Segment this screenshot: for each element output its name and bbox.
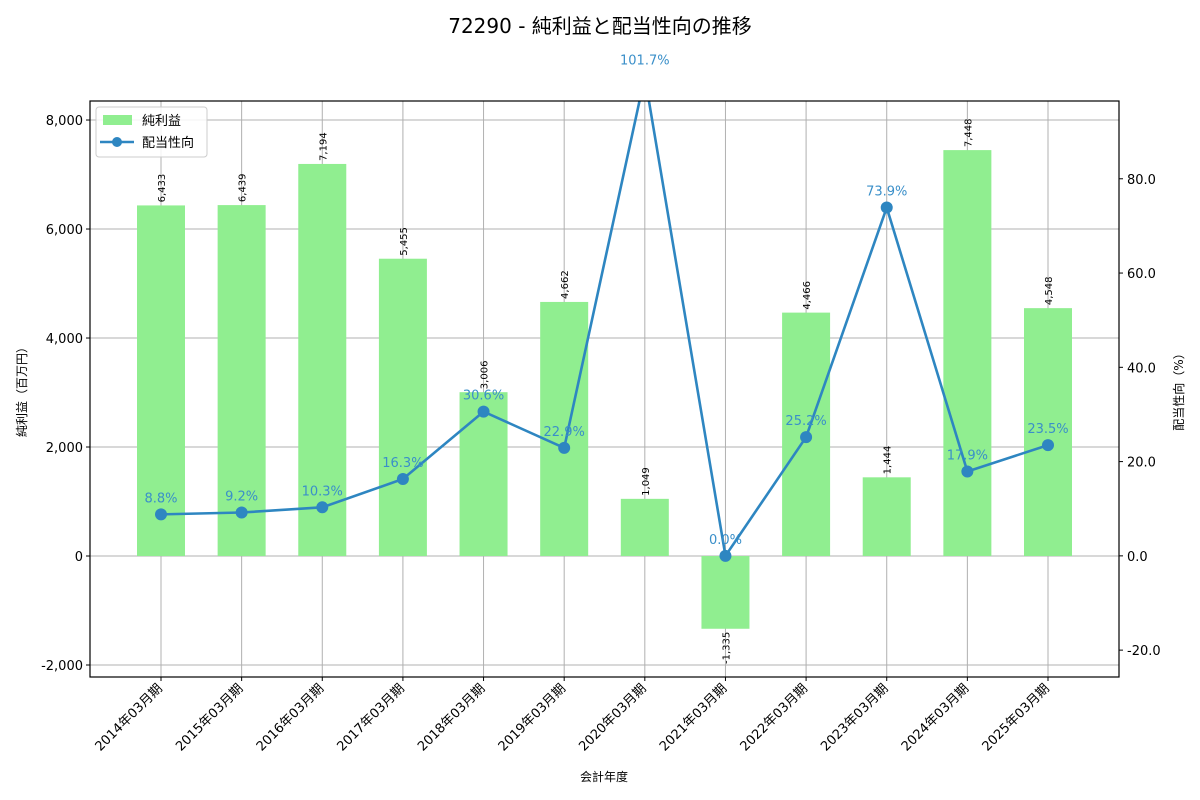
- payout-ratio-line: [160, 101, 1049, 560]
- payout-ratio-marker: [1042, 439, 1054, 452]
- bar-value-label: 6,433: [157, 174, 168, 203]
- payout-ratio-marker: [639, 70, 651, 82]
- x-axis: 2014年03月期 2015年03月期 2016年03月期 2017年03月期 2018…: [93, 677, 1053, 755]
- x-tick-label: 2022年03月期: [738, 681, 811, 754]
- legend-label-payout-ratio: 配当性向: [142, 135, 194, 151]
- bar-value-label: 4,548: [1044, 277, 1055, 306]
- payout-ratio-marker: [800, 431, 813, 444]
- left-tick-label: 2,000: [46, 441, 83, 456]
- right-tick-label: 0.0: [1127, 550, 1148, 565]
- payout-ratio-marker: [316, 501, 329, 514]
- payout-ratio-marker: [155, 508, 167, 521]
- bar: [137, 205, 185, 557]
- plot-frame: [89, 100, 1120, 678]
- x-tick-label: 2021年03月期: [657, 681, 730, 754]
- x-tick-label: 2024年03月期: [899, 681, 972, 754]
- bar-value-label: 7,194: [318, 132, 329, 161]
- payout-ratio-label: 10.3%: [302, 484, 343, 499]
- legend: 純利益 配当性向: [95, 106, 208, 158]
- left-tick-label: -2,000: [41, 659, 83, 674]
- left-tick-label: 0: [75, 550, 83, 565]
- x-tick-label: 2018年03月期: [415, 681, 488, 754]
- bar: [378, 258, 427, 557]
- x-tick-label: 2016年03月期: [254, 681, 327, 754]
- payout-ratio-label: 8.8%: [144, 491, 177, 506]
- payout-ratio-label: 101.7%: [620, 53, 670, 68]
- bar-value-label: 5,455: [399, 227, 410, 256]
- payout-ratio-label: 9.2%: [225, 489, 258, 504]
- payout-ratio-marker: [880, 201, 893, 214]
- payout-ratio-label: 23.5%: [1027, 422, 1068, 437]
- x-tick-label: 2017年03月期: [334, 681, 407, 754]
- legend-label-net-income: 純利益: [142, 114, 181, 129]
- payout-ratio-label: 73.9%: [866, 185, 907, 200]
- x-axis-label: 会計年度: [580, 769, 628, 784]
- right-tick-label: 40.0: [1127, 361, 1156, 376]
- legend-bar-swatch-icon: [103, 115, 132, 125]
- payout-ratio-marker: [396, 473, 409, 486]
- bar-series-net-income: [137, 150, 1072, 629]
- payout-ratio-label: 30.6%: [463, 389, 504, 404]
- x-tick-label: 2020年03月期: [576, 681, 649, 754]
- bar: [540, 301, 589, 557]
- bar-value-label: 6,439: [238, 173, 249, 202]
- payout-ratio-marker: [961, 465, 974, 478]
- payout-ratio-label: 16.3%: [382, 456, 423, 471]
- bar-value-label: 4,662: [560, 270, 571, 299]
- payout-ratio-label: 0.0%: [709, 533, 742, 548]
- x-tick-label: 2019年03月期: [496, 681, 569, 754]
- right-tick-label: 20.0: [1127, 456, 1156, 471]
- bar: [620, 498, 669, 557]
- right-y-axis: -20.0 0.0 20.0 40.0 60.0 80.0: [1119, 173, 1161, 659]
- bar-value-label: 1,444: [883, 446, 894, 475]
- chart-title: 72290 - 純利益と配当性向の推移: [448, 14, 752, 38]
- bar: [298, 163, 347, 557]
- payout-ratio-label: 25.2%: [785, 414, 826, 429]
- x-tick-label: 2015年03月期: [173, 681, 246, 754]
- bar: [217, 205, 266, 557]
- x-tick-label: 2014年03月期: [93, 681, 166, 754]
- payout-ratio-marker: [558, 441, 571, 454]
- bar: [943, 150, 992, 557]
- left-tick-label: 4,000: [46, 332, 83, 347]
- payout-ratio-marker: [477, 405, 490, 418]
- left-tick-label: 8,000: [46, 114, 83, 129]
- bar: [862, 477, 911, 557]
- right-tick-label: 80.0: [1127, 173, 1156, 188]
- line-series-payout-ratio: [155, 70, 1054, 562]
- payout-ratio-label: 17.9%: [947, 448, 988, 463]
- bar-value-label: 1,049: [641, 467, 652, 496]
- bar-value-label: 7,448: [963, 118, 974, 147]
- right-y-axis-label: 配当性向（%）: [1171, 347, 1186, 430]
- payout-ratio-label: 22.9%: [544, 425, 585, 440]
- left-y-axis: -2,000 0 2,000 4,000 6,000 8,000: [41, 114, 90, 674]
- bar-value-label: 4,466: [802, 281, 813, 310]
- left-y-axis-label: 純利益（百万円）: [15, 341, 29, 437]
- payout-ratio-marker: [235, 506, 248, 519]
- payout-ratio-marker: [719, 549, 732, 562]
- bar-value-labels: 6,433 6,439 7,194 5,455 3,006 4,662 1,049 -1,33…: [157, 118, 1055, 664]
- bar-value-label: 3,006: [480, 361, 491, 390]
- x-tick-label: 2023年03月期: [818, 681, 891, 754]
- x-tick-label: 2025年03月期: [980, 681, 1053, 754]
- bar: [701, 556, 750, 629]
- left-tick-label: 6,000: [46, 223, 83, 238]
- right-tick-label: 60.0: [1127, 267, 1156, 282]
- bar-value-label: -1,335: [721, 632, 732, 664]
- line-value-labels: 8.8% 9.2% 10.3% 16.3% 30.6% 22.9% 101.7% 0.0% 25…: [144, 53, 1068, 547]
- right-tick-label: -20.0: [1127, 644, 1161, 659]
- legend-marker-icon: [112, 137, 122, 147]
- bar: [1024, 308, 1072, 557]
